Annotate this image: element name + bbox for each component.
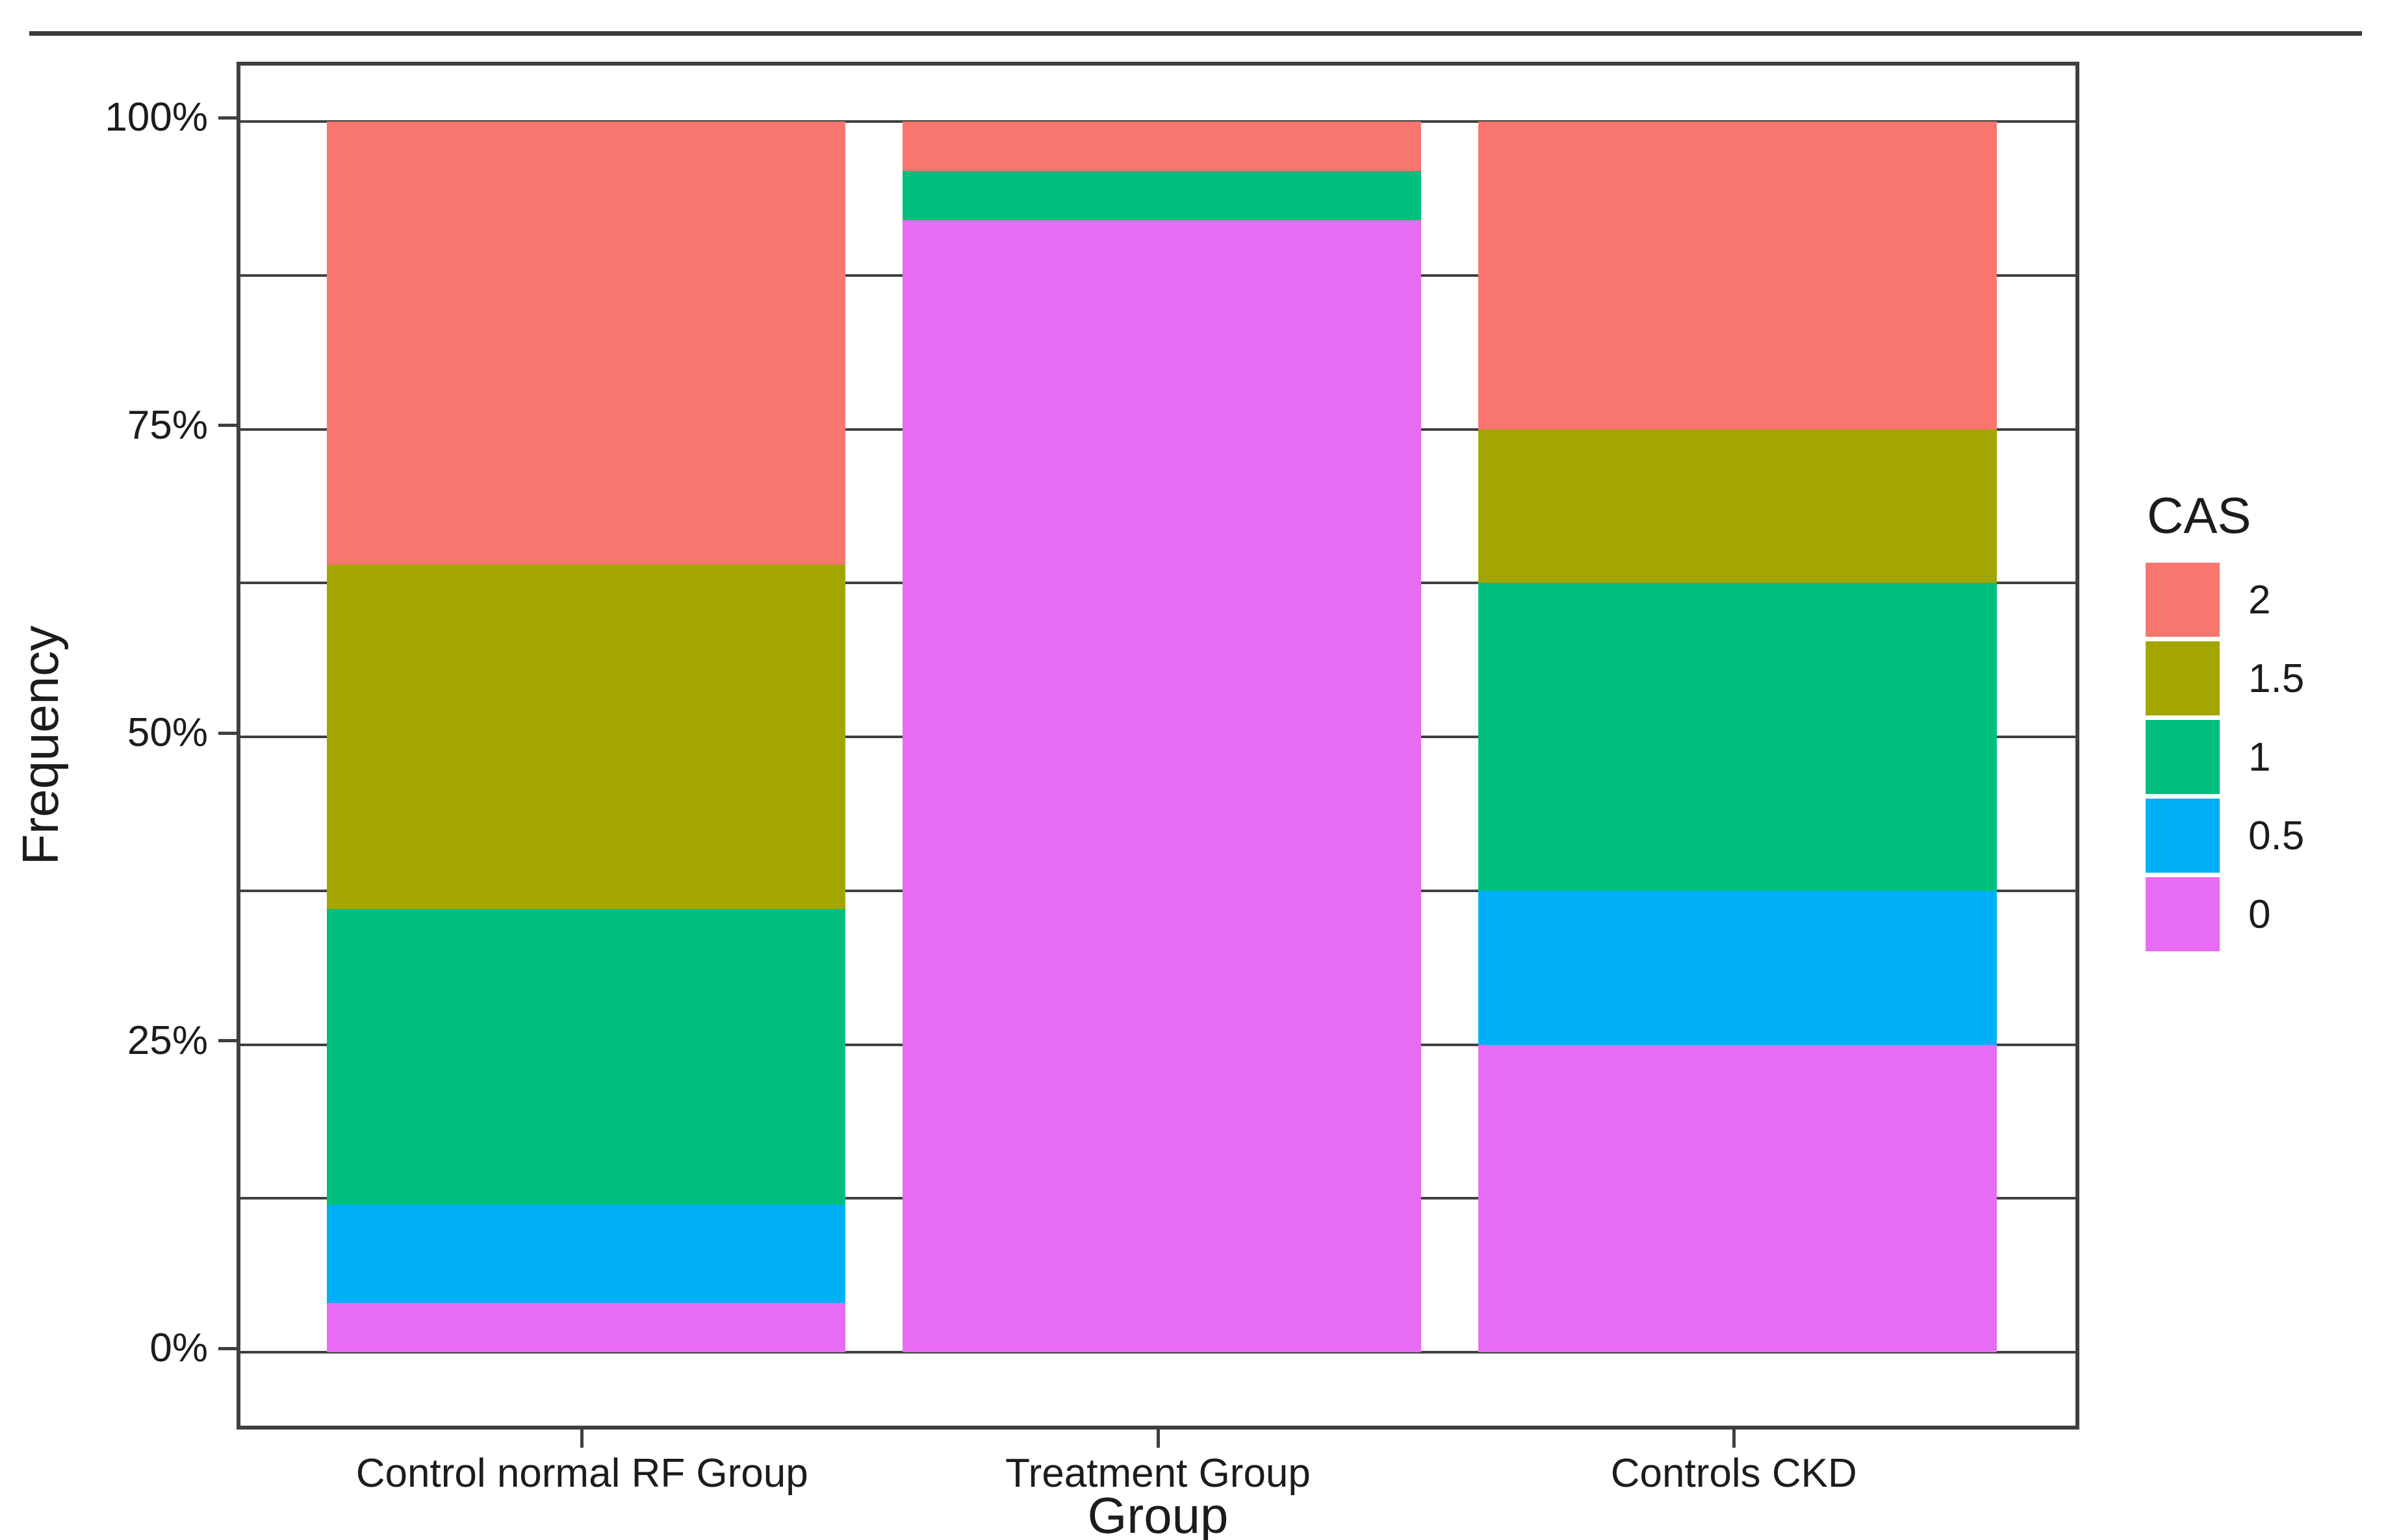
legend-entry: 1 [2146,720,2304,794]
bar-segment-cas-0 [326,1303,845,1352]
x-category-label: Control normal RF Group [355,1451,808,1496]
stacked-bar [1478,122,1997,1352]
legend-entry-label: 0 [2248,892,2271,937]
x-tick [1732,1430,1736,1448]
legend-swatch [2146,799,2220,873]
legend-swatch [2146,720,2220,794]
y-tick [218,424,237,427]
legend-entry-label: 2 [2248,577,2271,622]
x-category-label: Controls CKD [1610,1451,1857,1496]
x-tick [580,1430,584,1448]
bar-segment-cas-1 [1478,583,1997,891]
legend-entry: 1.5 [2146,641,2304,715]
bar-segment-cas-2 [326,122,845,565]
bar-segment-cas-1.5 [1478,429,1997,584]
y-axis-title: Frequency [12,625,69,866]
bar-segment-cas-0.5 [326,1204,845,1303]
bar-segment-cas-1 [326,909,845,1205]
legend-entry: 0 [2146,877,2304,951]
bar-segment-cas-2 [1478,122,1997,430]
bar-segment-cas-2 [903,122,1421,171]
legend: CAS 2 1.5 1 0.5 0 [2146,486,2304,956]
grid-major-line [240,1351,2075,1354]
legend-entry-label: 1 [2248,734,2271,780]
bar-segment-cas-1.5 [326,564,845,910]
y-tick-label: 100% [105,95,208,140]
legend-entries: 2 1.5 1 0.5 0 [2146,563,2304,951]
legend-entry: 0.5 [2146,799,2304,873]
legend-swatch [2146,641,2220,715]
bar-segment-cas-0 [903,220,1421,1352]
bar-segment-cas-1 [903,170,1421,220]
y-tick [218,1346,237,1350]
y-tick-label: 25% [127,1018,208,1063]
x-axis-title: Group [1087,1487,1229,1540]
x-category-label: Treatment Group [1005,1451,1311,1496]
plot-panel [237,62,2079,1430]
y-tick-label: 50% [127,710,208,755]
legend-entry: 2 [2146,563,2304,637]
bar-segment-cas-0 [1478,1044,1997,1352]
stacked-bar [326,122,845,1352]
top-horizontal-rule [29,31,2362,36]
legend-entry-label: 0.5 [2248,813,2305,858]
x-tick [1156,1430,1160,1448]
legend-swatch [2146,877,2220,951]
y-tick-label: 0% [149,1326,208,1370]
legend-title: CAS [2147,487,2252,544]
bar-segment-cas-0.5 [1478,890,1997,1045]
stacked-bar [903,122,1421,1352]
y-tick [218,731,237,735]
y-tick-label: 75% [127,402,208,448]
y-tick [218,116,237,120]
legend-entry-label: 1.5 [2248,656,2305,701]
legend-swatch [2146,563,2220,637]
y-tick [218,1039,237,1042]
